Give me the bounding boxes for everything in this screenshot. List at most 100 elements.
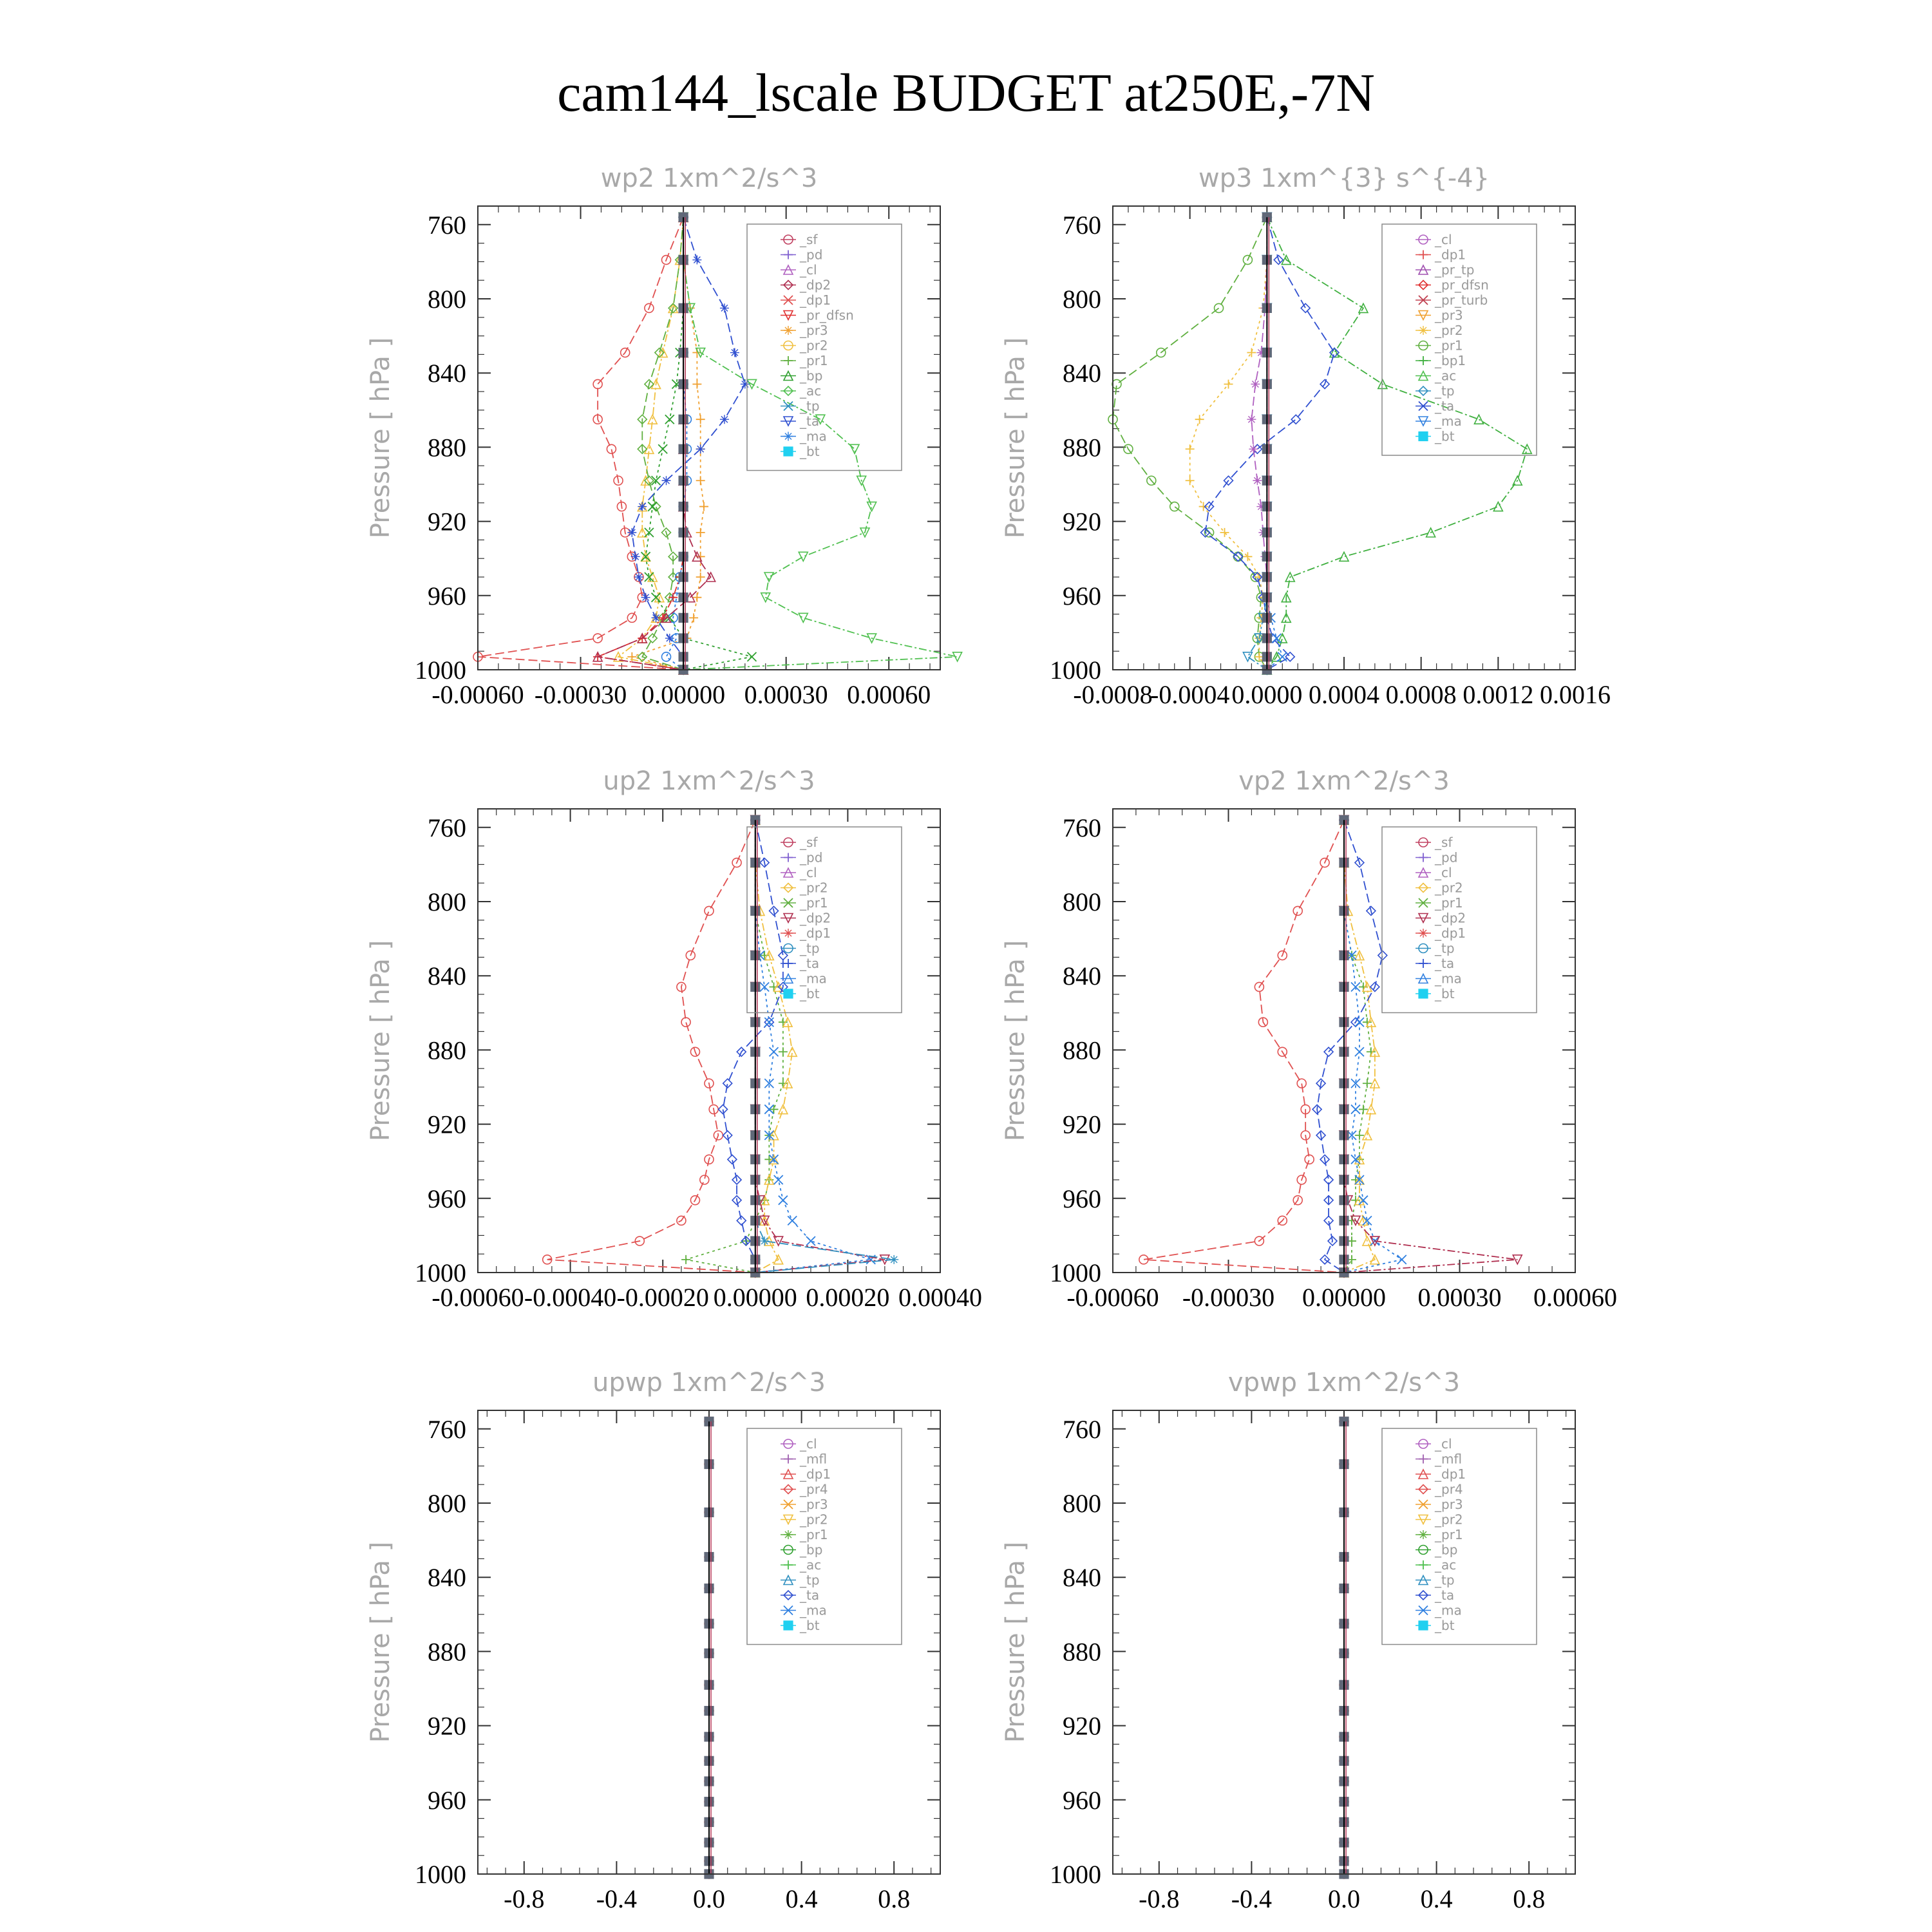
- data-point-pr2: [1354, 949, 1365, 961]
- y-axis-label: Pressure [ hPa ]: [1001, 337, 1030, 538]
- legend-label: _bp: [799, 1542, 822, 1558]
- legend-label: _pr_dfsn: [1434, 278, 1489, 293]
- panel-title: vp2 1xm^2/s^3: [1238, 766, 1450, 796]
- data-point-dp2: [773, 1236, 784, 1247]
- data-point-pr2: [782, 1077, 793, 1089]
- legend-marker: [1419, 959, 1428, 968]
- data-point-pr2: [1195, 415, 1204, 424]
- data-point-cl: [1247, 415, 1256, 424]
- data-point-dp1: [1254, 1236, 1265, 1246]
- data-point-pr1: [637, 414, 648, 425]
- data-point-dp1: [699, 1175, 710, 1185]
- y-tick-label: 880: [428, 1036, 466, 1065]
- y-tick-label: 920: [428, 507, 466, 536]
- x-tick-label: 0.4: [1421, 1884, 1453, 1913]
- panel-5: vpwp 1xm^2/s^3 Pressure [ hPa ] 760 800 840 8…: [1001, 1368, 1576, 1913]
- legend-label: _dp2: [799, 911, 831, 926]
- data-point-ma: [773, 1175, 784, 1185]
- data-point-pr2: [782, 1016, 793, 1027]
- legend-marker: [783, 837, 793, 848]
- x-tick-label: 0.8: [1513, 1884, 1545, 1913]
- data-point-pr2: [768, 1153, 779, 1165]
- legend-label: _dp1: [799, 1466, 831, 1482]
- data-point-pr2: [1369, 1077, 1381, 1089]
- data-point-pr1: [1242, 254, 1253, 265]
- data-point-ta: [1311, 1104, 1323, 1115]
- series-line-ac: [683, 217, 958, 670]
- series-line-pr1: [641, 217, 685, 670]
- legend-label: _tp: [1434, 941, 1455, 956]
- x-tick-label: -0.00060: [431, 1283, 524, 1312]
- legend-label: _pr3: [1434, 308, 1463, 323]
- data-point-dp1: [1277, 950, 1288, 961]
- data-point-pr2: [768, 1130, 779, 1141]
- data-point-bp: [746, 652, 757, 662]
- series-line-bp1: [1266, 216, 1528, 670]
- legend-marker: [782, 1484, 794, 1495]
- x-tick-label: 0.0: [693, 1884, 725, 1913]
- legend-marker: [782, 264, 794, 275]
- data-point-ta: [1319, 379, 1331, 390]
- legend-label: _ta: [1434, 1587, 1454, 1603]
- series-line-ta: [1204, 217, 1336, 670]
- legend-marker: [1417, 385, 1429, 397]
- legend-marker: [784, 431, 793, 441]
- legend-box: [1381, 826, 1537, 1014]
- y-tick-label: 960: [428, 582, 466, 611]
- data-point-ac: [797, 612, 809, 624]
- figure-title: cam144_lscale BUDGET at250E,-7N: [557, 63, 1375, 123]
- data-point-bp: [647, 501, 658, 512]
- legend-marker: [782, 1589, 794, 1601]
- data-point-pr1: [668, 551, 679, 562]
- data-point-pr1: [1204, 527, 1215, 538]
- data-point-cl: [1256, 348, 1266, 357]
- data-point-dp1: [592, 379, 603, 390]
- data-point-dp1: [1139, 1255, 1149, 1265]
- data-point-ta: [1200, 527, 1211, 538]
- data-point-dp1: [676, 1215, 687, 1226]
- legend-label: _mfl: [799, 1452, 827, 1467]
- data-point-dp1: [690, 1046, 701, 1057]
- legend-label: _cl: [1434, 865, 1452, 880]
- data-point-ta: [768, 905, 779, 916]
- data-point-bp1: [1473, 413, 1484, 424]
- data-point-ta: [641, 592, 650, 602]
- data-point-ta: [1204, 501, 1215, 512]
- legend-label: _ta: [1434, 956, 1454, 971]
- legend-label: _ma: [1434, 1603, 1462, 1618]
- data-point-ta: [634, 573, 643, 582]
- data-point-ta: [731, 1174, 743, 1186]
- legend-marker: [1418, 340, 1428, 351]
- data-point-dp1: [685, 950, 696, 961]
- plot-frame: [1112, 205, 1576, 670]
- data-point-ta: [777, 981, 789, 992]
- data-point-ta: [630, 552, 640, 562]
- data-point-ta: [1233, 551, 1244, 562]
- data-point-pr1: [1169, 501, 1180, 512]
- panel-1: wp3 1xm^{3} s^{-4} Pressure [ hPa ] 760 800…: [1001, 164, 1611, 709]
- y-tick-label: 840: [428, 1563, 466, 1592]
- legend-marker: [1417, 867, 1429, 878]
- data-point-ta: [1323, 1215, 1334, 1226]
- data-point-ac: [866, 633, 877, 644]
- legend-marker: [1418, 1499, 1428, 1510]
- legend-marker: [1418, 1439, 1428, 1449]
- data-point-pr2: [777, 1103, 789, 1115]
- legend-marker: [782, 913, 794, 924]
- data-point-pr1: [654, 347, 665, 358]
- y-tick-label: 760: [428, 1415, 466, 1444]
- data-point-ta: [1354, 857, 1365, 868]
- legend-marker: [784, 1454, 793, 1464]
- x-tick-label: 0.8: [878, 1884, 910, 1913]
- data-point-ma: [764, 1104, 774, 1115]
- y-tick-label: 880: [428, 1637, 466, 1666]
- legend-marker: [783, 234, 793, 245]
- x-tick-label: 0.00000: [1302, 1283, 1386, 1312]
- y-axis-label: Pressure [ hPa ]: [1001, 1542, 1030, 1743]
- data-point-ta: [1315, 1078, 1327, 1089]
- legend-label: _dp1: [1434, 925, 1466, 941]
- legend-marker: [1417, 882, 1429, 893]
- data-point-pr2: [764, 1174, 775, 1185]
- data-point-ac: [695, 347, 706, 359]
